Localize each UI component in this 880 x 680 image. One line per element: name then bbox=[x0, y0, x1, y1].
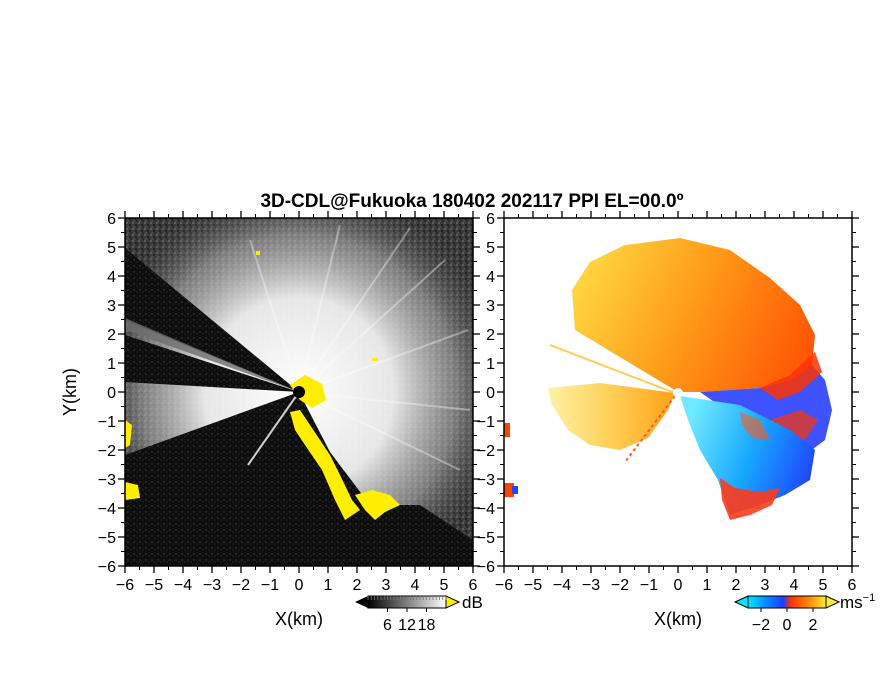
velocity-y-tick-label: −2 bbox=[477, 443, 495, 460]
velocity-y-tick-label: 5 bbox=[486, 240, 495, 257]
snr-y-tick-label: 4 bbox=[107, 269, 116, 286]
velocity-y-tick-label: −4 bbox=[477, 501, 495, 518]
velocity-y-tick-label: 0 bbox=[486, 385, 495, 402]
velocity-receding-region bbox=[572, 238, 815, 392]
velocity-y-tick-label: 3 bbox=[486, 298, 495, 315]
velocity-west-sector bbox=[548, 383, 675, 450]
velocity-x-tick-label: −1 bbox=[640, 577, 658, 594]
snr-y-tick-label: 0 bbox=[107, 385, 116, 402]
snr-y-tick-label: −3 bbox=[98, 472, 116, 489]
snr-x-tick-label: −4 bbox=[174, 577, 192, 594]
snr-y-tick-label: −4 bbox=[98, 501, 116, 518]
snr-field bbox=[125, 218, 473, 566]
velocity-y-tick-label: 6 bbox=[486, 211, 495, 228]
chart-title: 3D-CDL@Fukuoka 180402 202117 PPI EL=00.0… bbox=[260, 191, 683, 212]
velocity-colorbar-unit: ms−1 bbox=[840, 592, 875, 612]
radar-site-marker bbox=[293, 386, 305, 398]
velocity-field bbox=[504, 238, 832, 520]
velocity-colorbar: −2 0 2 ms−1 bbox=[733, 592, 875, 634]
velocity-y-tick-label: −3 bbox=[477, 472, 495, 489]
snr-x-tick-label: 3 bbox=[382, 577, 391, 594]
snr-panel: −6 −5 −4 −3 −2 −1 0 1 2 3 4 5 6 −6 −5 −4 −3 −2 −1 0 1 2 3 4 5 6 X… bbox=[60, 211, 480, 629]
velocity-x-tick-label: 5 bbox=[819, 577, 828, 594]
velocity-x-axis-label: X(km) bbox=[654, 609, 702, 629]
snr-x-tick-label: 6 bbox=[469, 577, 478, 594]
velocity-colorbar-tick-label: −2 bbox=[752, 617, 770, 634]
snr-y-tick-label: 3 bbox=[107, 298, 116, 315]
snr-y-tick-label: −5 bbox=[98, 530, 116, 547]
velocity-colorbar-tick-label: 2 bbox=[809, 617, 818, 634]
snr-colorbar-tick-label: 18 bbox=[418, 617, 436, 634]
velocity-y-tick-label: −6 bbox=[477, 559, 495, 576]
snr-x-tick-label: −6 bbox=[116, 577, 134, 594]
snr-x-tick-label: −1 bbox=[261, 577, 279, 594]
snr-colorbar-tick-label: 6 bbox=[383, 617, 392, 634]
snr-x-tick-label: −3 bbox=[203, 577, 221, 594]
velocity-x-tick-label: −4 bbox=[553, 577, 571, 594]
velocity-y-tick-label: −1 bbox=[477, 414, 495, 431]
velocity-panel: −6 −5 −4 −3 −2 −1 0 1 2 3 4 5 6 −6 −5 −4 −3 −2 −1 0 1 2 3 4 5 6 X… bbox=[477, 211, 859, 629]
snr-saturated-echo bbox=[125, 251, 400, 520]
snr-colorbar-unit: dB bbox=[462, 593, 483, 612]
velocity-approaching-region bbox=[680, 396, 815, 515]
velocity-y-tick-label: 2 bbox=[486, 327, 495, 344]
snr-y-tick-label: 1 bbox=[107, 356, 116, 373]
velocity-x-tick-label: 4 bbox=[790, 577, 799, 594]
velocity-x-tick-label: −6 bbox=[495, 577, 513, 594]
snr-x-tick-label: 2 bbox=[353, 577, 362, 594]
snr-y-tick-label: −1 bbox=[98, 414, 116, 431]
snr-colorbar: 6 12 18 dB bbox=[355, 593, 483, 634]
snr-x-tick-label: 4 bbox=[411, 577, 420, 594]
snr-x-tick-label: 1 bbox=[324, 577, 333, 594]
snr-blocked-sector-south bbox=[125, 392, 473, 566]
velocity-x-tick-label: −5 bbox=[524, 577, 542, 594]
velocity-x-tick-label: 1 bbox=[703, 577, 712, 594]
velocity-y-tick-label: 1 bbox=[486, 356, 495, 373]
snr-x-tick-label: −2 bbox=[232, 577, 250, 594]
snr-x-tick-label: 0 bbox=[295, 577, 304, 594]
snr-x-tick-label: 5 bbox=[440, 577, 449, 594]
snr-y-axis-label: Y(km) bbox=[60, 368, 80, 416]
snr-x-axis-label: X(km) bbox=[275, 609, 323, 629]
velocity-x-tick-label: −2 bbox=[611, 577, 629, 594]
velocity-colorbar-tick-label: 0 bbox=[783, 617, 792, 634]
velocity-y-tick-label: −5 bbox=[477, 530, 495, 547]
snr-y-tick-label: −6 bbox=[98, 559, 116, 576]
velocity-y-tick-label: 4 bbox=[486, 269, 495, 286]
snr-y-tick-label: 5 bbox=[107, 240, 116, 257]
snr-x-tick-label: −5 bbox=[145, 577, 163, 594]
velocity-x-tick-label: 6 bbox=[848, 577, 857, 594]
velocity-x-tick-label: 0 bbox=[674, 577, 683, 594]
snr-colorbar-tick-label: 12 bbox=[398, 617, 416, 634]
velocity-x-tick-label: 3 bbox=[761, 577, 770, 594]
snr-y-tick-label: 2 bbox=[107, 327, 116, 344]
snr-y-tick-label: 6 bbox=[107, 211, 116, 228]
velocity-x-tick-label: −3 bbox=[582, 577, 600, 594]
snr-y-tick-label: −2 bbox=[98, 443, 116, 460]
snr-blocked-sector-west bbox=[125, 248, 299, 392]
velocity-x-tick-label: 2 bbox=[732, 577, 741, 594]
